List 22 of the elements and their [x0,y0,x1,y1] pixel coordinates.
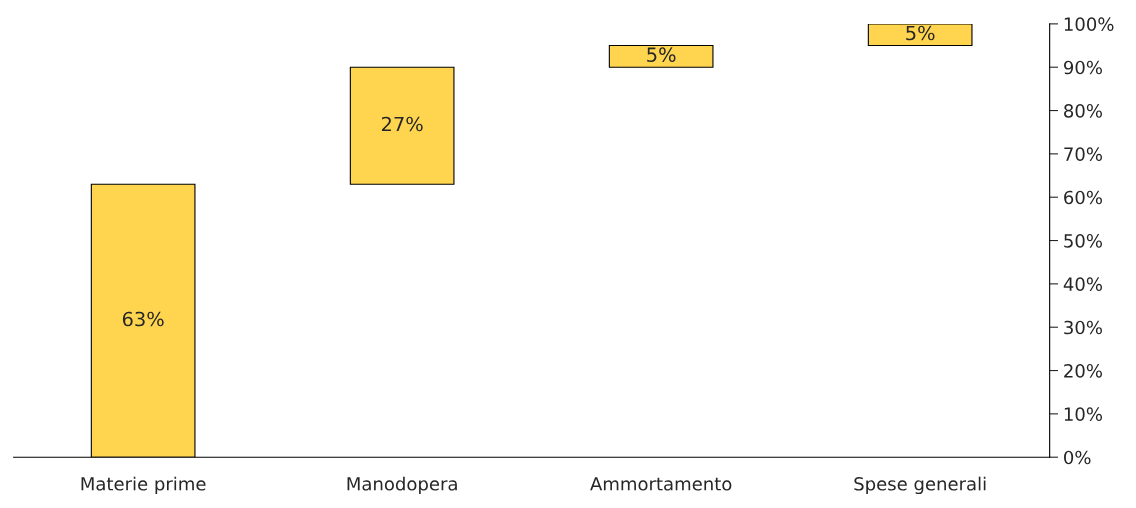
y-tick-label: 60% [1064,190,1102,205]
y-tick-label: 80% [1064,104,1102,118]
y-tick-label: 20% [1064,363,1102,378]
data-label: 5% [906,25,935,41]
y-tick-label: 90% [1064,60,1102,75]
x-tick-label: Spese generali [854,476,986,495]
x-tick-label: Manodopera [347,476,457,495]
y-tick-label: 100% [1064,17,1114,31]
bar [608,44,714,68]
data-label: 5% [647,47,676,63]
y-tick-label: 40% [1063,277,1102,291]
data-label: 27% [381,116,423,132]
y-tick-label: 30% [1064,320,1102,335]
y-tick-label: 0% [1064,450,1091,465]
x-tick-label: Ammortamento [590,477,732,491]
data-label: 63% [122,311,164,327]
bar [349,66,455,185]
x-tick-label: Materie prime [81,476,206,495]
y-tick-label: 70% [1064,147,1102,161]
bar [867,23,973,47]
y-tick-label: 50% [1064,234,1102,248]
y-tick-label: 10% [1064,407,1102,421]
